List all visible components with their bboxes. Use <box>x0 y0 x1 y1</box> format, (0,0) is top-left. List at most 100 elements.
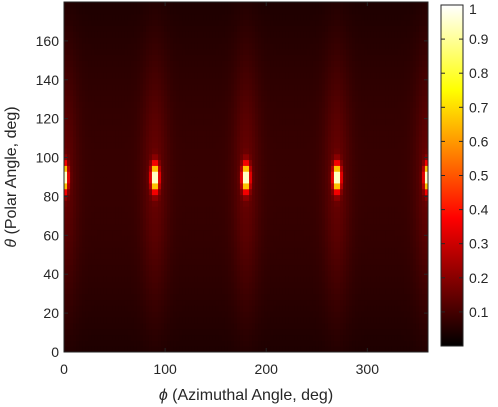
heatmap-cell <box>73 287 77 295</box>
heatmap-cell <box>258 188 262 196</box>
heatmap-cell <box>115 89 120 96</box>
heatmap-cell <box>145 328 150 336</box>
heatmap-cell <box>264 7 268 15</box>
heatmap-cell <box>270 37 274 44</box>
heatmap-cell <box>103 305 108 312</box>
heatmap-cell <box>67 328 71 336</box>
heatmap-cell <box>67 2 71 9</box>
heatmap-cell <box>91 95 95 102</box>
heatmap-cell <box>246 305 250 312</box>
heatmap-cell <box>249 66 253 73</box>
heatmap-cell <box>206 258 211 266</box>
heatmap-cell <box>306 293 311 301</box>
heatmap-cell <box>100 89 105 96</box>
heatmap-cell <box>258 147 262 155</box>
heatmap-cell <box>185 54 189 61</box>
heatmap-cell <box>297 95 302 102</box>
heatmap-cell <box>64 247 68 254</box>
heatmap-cell <box>309 317 314 324</box>
heatmap-cell <box>100 107 105 114</box>
heatmap-cell <box>136 42 141 50</box>
heatmap-cell <box>133 142 138 149</box>
heatmap-cell <box>70 340 74 347</box>
heatmap-cell <box>100 264 105 271</box>
heatmap-cell <box>261 223 265 231</box>
heatmap-cell <box>249 7 253 15</box>
heatmap-cell <box>97 165 101 172</box>
heatmap-cell <box>173 241 177 248</box>
heatmap-cell <box>285 241 290 248</box>
heatmap-cell <box>194 311 199 318</box>
heatmap-cell <box>161 200 165 207</box>
heatmap-cell <box>227 299 232 306</box>
heatmap-cell <box>309 200 314 207</box>
heatmap-cell <box>85 60 89 67</box>
heatmap-cell <box>236 19 241 26</box>
heatmap-cell <box>285 247 290 254</box>
heatmap-cell <box>148 171 153 178</box>
heatmap-cell <box>133 328 138 336</box>
heatmap-cell <box>109 66 114 73</box>
heatmap-cell <box>127 305 132 312</box>
heatmap-cell <box>282 165 287 172</box>
heatmap-cell <box>185 229 189 236</box>
heatmap-cell <box>170 130 174 137</box>
heatmap-cell <box>139 147 144 155</box>
heatmap-cell <box>258 287 262 295</box>
heatmap-cell <box>224 334 229 341</box>
heatmap-cell <box>212 217 217 225</box>
heatmap-cell <box>94 107 98 114</box>
heatmap-cell <box>100 340 105 347</box>
heatmap-cell <box>191 258 196 266</box>
heatmap-cell <box>182 322 186 330</box>
heatmap-cell <box>218 252 223 260</box>
heatmap-cell <box>173 25 177 32</box>
heatmap-cell <box>252 182 256 190</box>
heatmap-cell <box>158 247 162 254</box>
heatmap-cell <box>273 124 277 131</box>
heatmap-cell <box>167 19 171 26</box>
heatmap-cell <box>197 322 202 330</box>
heatmap-cell <box>85 159 89 166</box>
heatmap-cell <box>215 182 220 190</box>
heatmap-cell <box>309 101 314 108</box>
heatmap-cell <box>221 60 226 67</box>
heatmap-cell <box>246 95 250 102</box>
heatmap-cell <box>85 317 89 324</box>
heatmap-cell <box>79 241 83 248</box>
heatmap-cell <box>261 229 265 236</box>
heatmap-cell <box>209 48 214 56</box>
heatmap-cell <box>267 328 271 336</box>
heatmap-cell <box>230 299 235 306</box>
heatmap-cell <box>303 66 308 73</box>
heatmap-cell <box>142 229 147 236</box>
heatmap-cell <box>267 334 271 341</box>
heatmap-cell <box>261 188 265 196</box>
heatmap-cell <box>167 270 171 277</box>
heatmap-cell <box>264 311 268 318</box>
heatmap-cell <box>191 276 196 283</box>
heatmap-cell <box>76 83 80 91</box>
heatmap-cell <box>133 77 138 85</box>
heatmap-cell <box>148 142 153 149</box>
heatmap-cell <box>309 299 314 306</box>
heatmap-cell <box>100 171 105 178</box>
heatmap-cell <box>115 252 120 260</box>
heatmap-cell <box>64 311 68 318</box>
heatmap-cell <box>267 159 271 166</box>
heatmap-cell <box>164 136 168 143</box>
heatmap-cell <box>221 7 226 15</box>
heatmap-cell <box>164 334 168 341</box>
heatmap-cell <box>203 31 208 38</box>
heatmap-cell <box>273 270 277 277</box>
heatmap-cell <box>88 235 92 242</box>
heatmap-cell <box>206 142 211 149</box>
heatmap-cell <box>312 130 317 137</box>
heatmap-cell <box>133 194 138 201</box>
heatmap-cell <box>82 241 86 248</box>
heatmap-cell <box>173 107 177 114</box>
heatmap-cell <box>270 13 274 21</box>
heatmap-cell <box>188 270 192 277</box>
heatmap-cell <box>246 217 250 225</box>
heatmap-cell <box>258 130 262 137</box>
